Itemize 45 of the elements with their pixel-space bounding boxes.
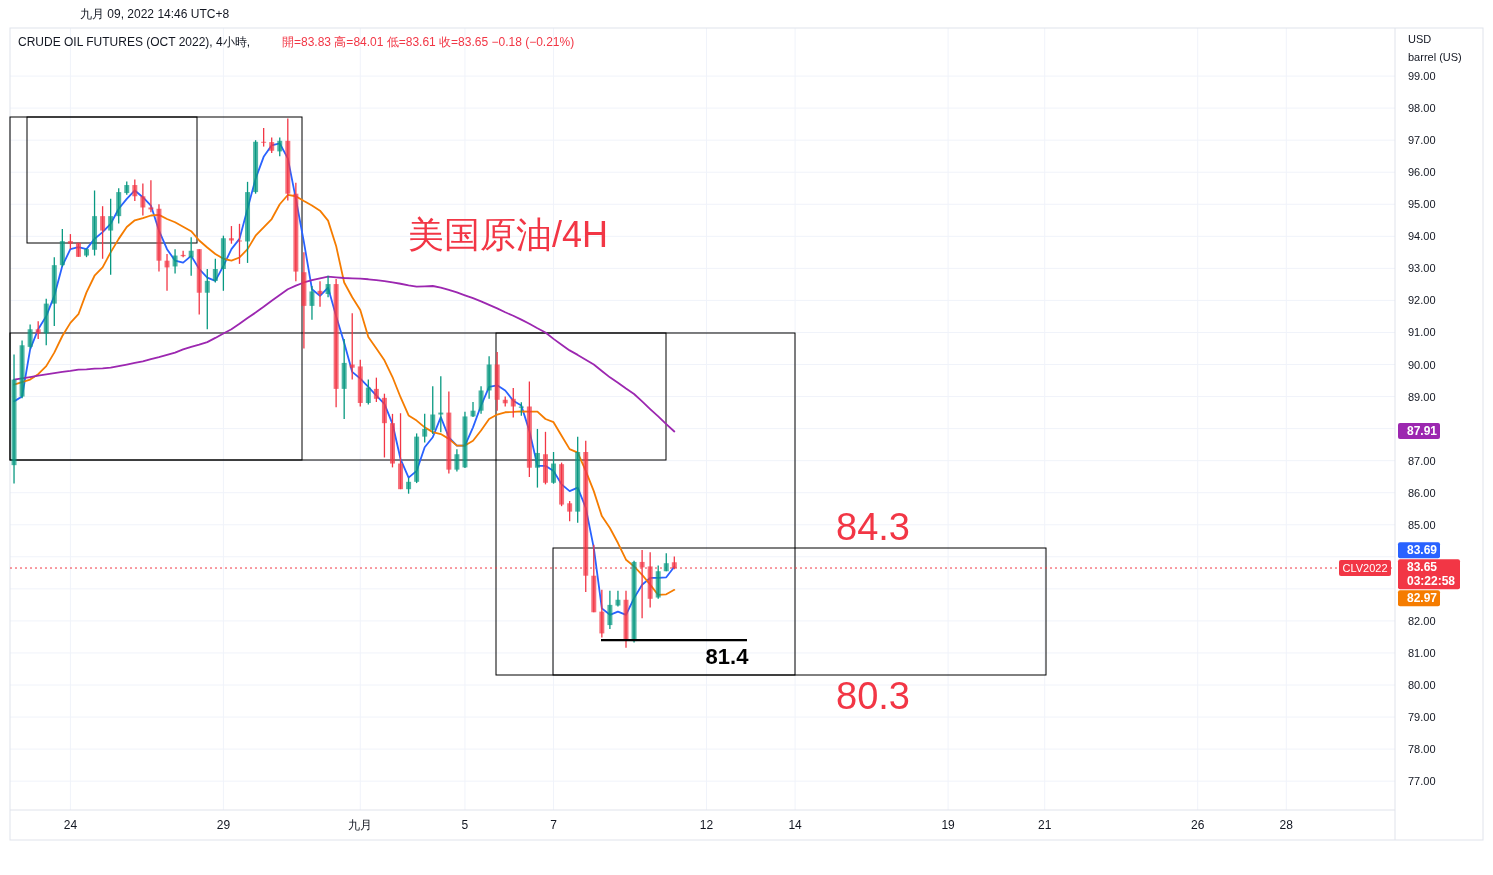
y-tick-label: 98.00 xyxy=(1408,102,1436,115)
y-tick-label: 99.00 xyxy=(1408,70,1436,83)
y-tick-label: 86.00 xyxy=(1408,486,1436,499)
y-tick-label: 79.00 xyxy=(1408,711,1436,724)
y-tick-label: 96.00 xyxy=(1408,166,1436,179)
x-tick-label: 29 xyxy=(216,818,231,832)
y-tick-label: 89.00 xyxy=(1408,390,1436,403)
y-tick-label: 92.00 xyxy=(1408,294,1436,307)
y-tick-label: 90.00 xyxy=(1408,358,1436,371)
y-axis-title: USD barrel (US) xyxy=(1408,33,1462,63)
y-tick-label: 80.00 xyxy=(1408,679,1436,692)
x-tick-label: 28 xyxy=(1279,818,1294,832)
text: 83.69 xyxy=(1407,543,1438,558)
y-tick-label: 93.00 xyxy=(1408,262,1436,275)
text: CRUDE OIL FUTURES (OCT 2022), 4小時, xyxy=(18,35,251,49)
x-tick-label: 19 xyxy=(941,818,956,832)
ref-line-label: CLV2022 xyxy=(1342,562,1388,575)
annotation: 80.3 xyxy=(836,675,910,717)
text: 83.65 xyxy=(1407,560,1438,575)
x-tick-label: 12 xyxy=(699,818,714,832)
x-tick-label: 24 xyxy=(63,818,78,832)
text: 87.91 xyxy=(1407,424,1438,438)
x-tick-label: 九月 xyxy=(348,818,373,832)
y-tick-label: 91.00 xyxy=(1408,326,1436,339)
y-tick-label: 77.00 xyxy=(1408,775,1436,788)
y-tick-label: 94.00 xyxy=(1408,230,1436,243)
y-tick-label: 95.00 xyxy=(1408,198,1436,211)
annotation: 84.3 xyxy=(836,506,910,548)
y-tick-label: 82.00 xyxy=(1408,614,1436,627)
text: 開=83.83 高=84.01 低=83.61 收=83.65 −0.18 (−0.21%) xyxy=(282,35,575,49)
y-tick-label: 97.00 xyxy=(1408,134,1436,147)
x-tick-label: 7 xyxy=(550,818,558,832)
text: 82.97 xyxy=(1407,591,1438,606)
y-tick-label: 78.00 xyxy=(1408,743,1436,756)
y-tick-label: 87.00 xyxy=(1408,454,1436,467)
text: 03:22:58 xyxy=(1407,574,1456,589)
y-tick-label: 85.00 xyxy=(1408,518,1436,531)
text: 九月 09, 2022 14:46 UTC+8 xyxy=(80,7,230,21)
annotation: 美国原油/4H xyxy=(408,214,609,255)
x-tick-label: 5 xyxy=(461,818,469,832)
x-tick-label: 21 xyxy=(1038,818,1052,832)
y-tick-label: 81.00 xyxy=(1408,646,1436,659)
x-tick-label: 26 xyxy=(1191,818,1205,832)
x-tick-label: 14 xyxy=(788,818,803,832)
ref-line-label: 81.4 xyxy=(705,644,750,670)
